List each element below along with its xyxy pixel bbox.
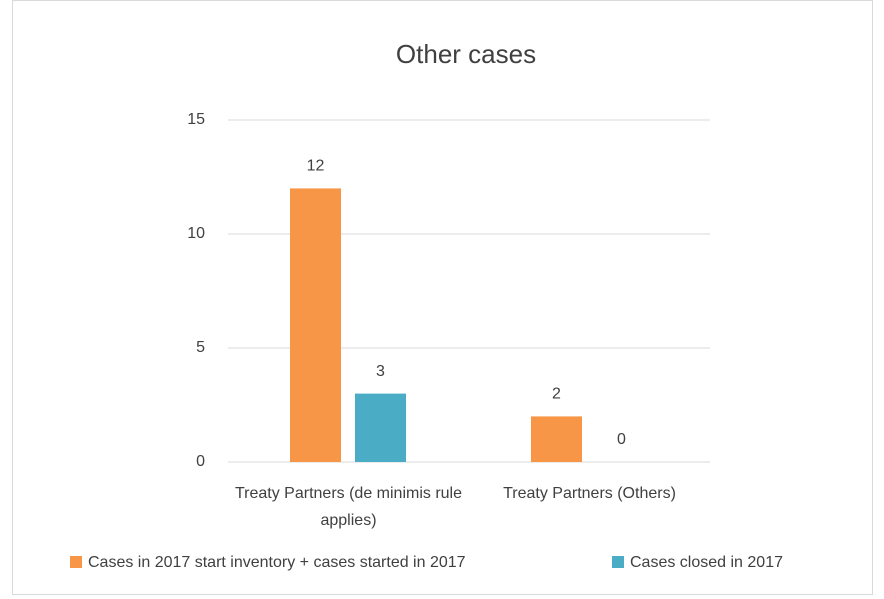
x-tick-label: Treaty Partners (de minimis rule applies… xyxy=(234,485,463,529)
bar xyxy=(531,416,582,462)
legend-swatch xyxy=(612,556,624,568)
data-label: 3 xyxy=(376,363,385,380)
legend-label: Cases in 2017 start inventory + cases st… xyxy=(88,554,466,571)
y-tick-label: 0 xyxy=(196,453,205,470)
bar xyxy=(355,393,406,462)
legend-label: Cases closed in 2017 xyxy=(630,554,783,571)
bar xyxy=(290,188,341,462)
data-label: 0 xyxy=(617,431,626,448)
y-tick-label: 15 xyxy=(187,111,205,128)
data-label: 2 xyxy=(552,386,561,403)
chart-title: Other cases xyxy=(396,39,536,69)
y-tick-label: 5 xyxy=(196,339,205,356)
data-label: 12 xyxy=(307,158,325,175)
y-tick-label: 10 xyxy=(187,225,205,242)
legend-swatch xyxy=(70,556,82,568)
x-tick-label: Treaty Partners (Others) xyxy=(503,485,676,502)
chart-border xyxy=(12,0,873,595)
